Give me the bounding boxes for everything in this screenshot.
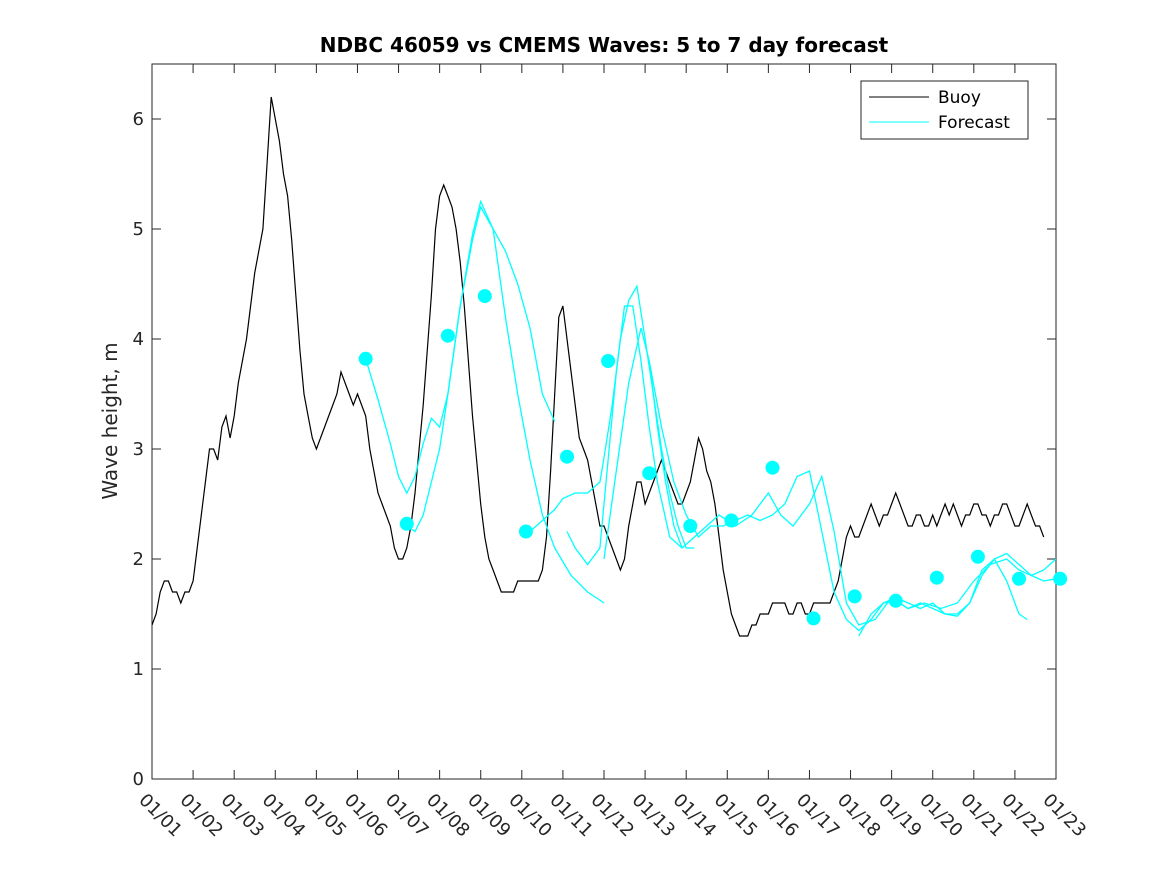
- forecast-marker: [518, 524, 533, 539]
- forecast-marker: [601, 354, 616, 368]
- y-tick-label: 5: [133, 219, 144, 240]
- forecast-marker: [765, 460, 780, 475]
- forecast-marker: [806, 611, 821, 626]
- y-tick-label: 0: [133, 769, 144, 790]
- forecast-series-line-6: [648, 360, 1056, 632]
- legend: Buoy Forecast: [860, 80, 1029, 140]
- forecast-series-line-2: [529, 457, 605, 532]
- buoy-series-line: [152, 96, 1045, 637]
- forecast-marker: [560, 449, 575, 464]
- series-layer: [152, 96, 1056, 637]
- y-tick-label: 3: [133, 439, 144, 460]
- forecast-series-line-7: [858, 557, 1028, 637]
- forecast-marker: [1012, 571, 1027, 586]
- chart-title: NDBC 46059 vs CMEMS Waves: 5 to 7 day fo…: [320, 33, 889, 57]
- forecast-marker: [642, 466, 657, 481]
- forecast-series-line-1: [406, 205, 605, 604]
- forecast-marker: [929, 570, 944, 585]
- legend-box: [860, 80, 1029, 140]
- forecast-marker: [477, 289, 492, 304]
- legend-label-buoy: Buoy: [938, 88, 981, 108]
- forecast-marker: [683, 519, 698, 533]
- forecast-marker: [358, 351, 373, 366]
- forecast-marker: [970, 549, 985, 564]
- forecast-marker: [1053, 571, 1068, 586]
- forecast-marker: [847, 589, 862, 604]
- legend-label-forecast: Forecast: [938, 113, 1010, 133]
- marker-layer: [358, 289, 1068, 626]
- y-tick-label: 2: [133, 549, 144, 570]
- y-tick-label: 1: [133, 659, 144, 680]
- y-axis-label: Wave height, m: [98, 342, 122, 499]
- y-tick-label: 4: [133, 329, 144, 350]
- forecast-marker: [724, 513, 739, 528]
- forecast-marker: [399, 516, 414, 531]
- forecast-marker: [440, 328, 455, 343]
- y-tick-label: 6: [133, 109, 144, 130]
- y-axis: 0 1 2 3 4 5 6: [133, 109, 1056, 790]
- forecast-series-line-4: [603, 284, 695, 549]
- forecast-marker: [888, 593, 903, 608]
